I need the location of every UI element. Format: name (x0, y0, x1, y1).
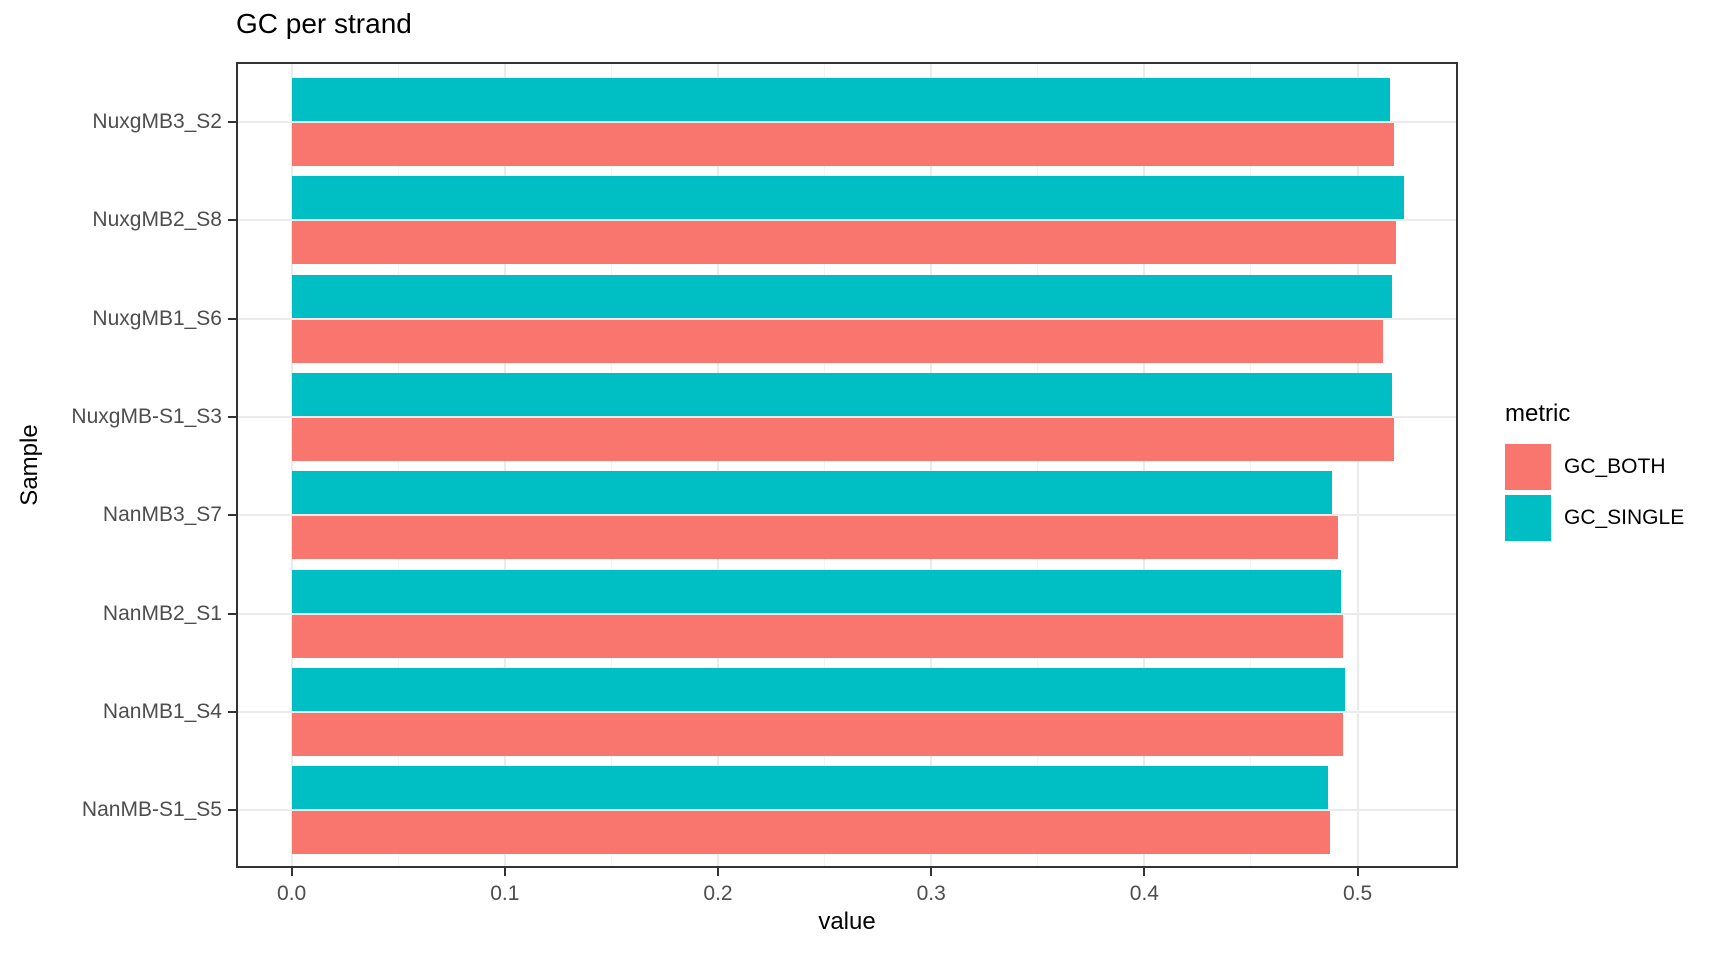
y-axis-tick (228, 710, 236, 713)
gridline-x-major (503, 62, 506, 868)
y-axis-tick (228, 809, 236, 812)
bar-GC_SINGLE-NanMB1_S4 (291, 667, 1345, 711)
bar-GC_BOTH-NanMB-S1_S5 (291, 811, 1330, 855)
x-axis-tick (503, 868, 506, 876)
x-axis-title: value (818, 908, 876, 935)
bar-GC_BOTH-NanMB3_S7 (291, 516, 1339, 560)
x-tick-label: 0.0 (277, 882, 307, 905)
legend-key-swatch (1505, 495, 1551, 541)
gridline-x-minor (610, 62, 612, 868)
y-tick-label: NanMB1_S4 (102, 699, 222, 723)
gridline-x-minor (1037, 62, 1039, 868)
y-axis-tick (228, 514, 236, 517)
bar-GC_BOTH-NuxgMB2_S8 (291, 221, 1396, 265)
bar-GC_BOTH-NuxgMB3_S2 (291, 123, 1394, 166)
bar-GC_SINGLE-NanMB-S1_S5 (291, 766, 1328, 810)
bar-GC_SINGLE-NuxgMB1_S6 (291, 274, 1392, 318)
legend-item-GC_BOTH: GC_BOTH (1505, 444, 1684, 490)
gridline-y-major (236, 809, 1458, 812)
legend-item-label: GC_BOTH (1564, 455, 1666, 478)
gridline-y-major (236, 710, 1458, 713)
gridline-y-major (236, 514, 1458, 517)
bar-GC_SINGLE-NuxgMB3_S2 (291, 78, 1390, 121)
legend-item-label: GC_SINGLE (1564, 506, 1685, 529)
y-axis-tick (228, 612, 236, 615)
y-tick-label: NuxgMB-S1_S3 (71, 404, 222, 428)
bar-GC_SINGLE-NanMB2_S1 (291, 569, 1341, 613)
y-tick-label: NuxgMB1_S6 (92, 306, 222, 330)
gridline-x-major (1143, 62, 1146, 868)
y-tick-label: NanMB2_S1 (102, 601, 222, 625)
legend-item-GC_SINGLE: GC_SINGLE (1505, 495, 1684, 541)
gridline-x-major (1356, 62, 1359, 868)
y-tick-label: NanMB-S1_S5 (81, 798, 222, 822)
x-axis-tick (1143, 868, 1146, 876)
gridline-x-major (290, 62, 293, 868)
legend-title: metric (1505, 400, 1571, 427)
x-axis-tick (717, 868, 720, 876)
gridline-x-minor (824, 62, 826, 868)
x-tick-label: 0.2 (703, 882, 733, 905)
y-axis-tick (228, 219, 236, 222)
legend-items: GC_BOTH GC_SINGLE (1505, 444, 1684, 541)
chart-title: GC per strand (236, 8, 412, 39)
x-axis-tick (290, 868, 293, 876)
y-axis-tick (228, 317, 236, 320)
bar-GC_BOTH-NanMB1_S4 (291, 712, 1343, 756)
x-tick-label: 0.3 (916, 882, 946, 905)
gridline-y-major (236, 317, 1458, 320)
gridline-x-major (717, 62, 720, 868)
bar-GC_BOTH-NanMB2_S1 (291, 614, 1343, 658)
y-tick-label: NuxgMB3_S2 (92, 110, 222, 133)
legend: metric GC_BOTH GC_SINGLE (1505, 400, 1684, 546)
gridline-x-major (930, 62, 933, 868)
bar-GC_SINGLE-NuxgMB2_S8 (291, 176, 1405, 220)
y-tick-label: NanMB3_S7 (102, 503, 222, 527)
bar-GC_BOTH-NuxgMB-S1_S3 (291, 417, 1394, 461)
y-tick-label: NuxgMB2_S8 (92, 208, 222, 232)
legend-key-swatch (1505, 444, 1551, 490)
bar-GC_BOTH-NuxgMB1_S6 (291, 319, 1384, 363)
plot-panel (236, 62, 1458, 868)
gridline-y-major (236, 415, 1458, 418)
gridline-x-minor (397, 62, 399, 868)
y-axis-tick (228, 121, 236, 123)
gridline-y-major (236, 219, 1458, 222)
x-axis-tick (1356, 868, 1359, 876)
x-tick-label: 0.1 (490, 882, 520, 905)
bar-GC_SINGLE-NuxgMB-S1_S3 (291, 372, 1392, 416)
gridline-x-minor (1250, 62, 1252, 868)
x-tick-label: 0.4 (1129, 882, 1159, 905)
x-tick-label: 0.5 (1342, 882, 1373, 905)
gridline-y-major (236, 612, 1458, 615)
bar-GC_SINGLE-NanMB3_S7 (291, 471, 1332, 515)
y-axis-tick (228, 415, 236, 418)
gridline-y-major (236, 121, 1458, 123)
y-axis-title: Sample (16, 424, 43, 506)
x-axis-tick (930, 868, 933, 876)
